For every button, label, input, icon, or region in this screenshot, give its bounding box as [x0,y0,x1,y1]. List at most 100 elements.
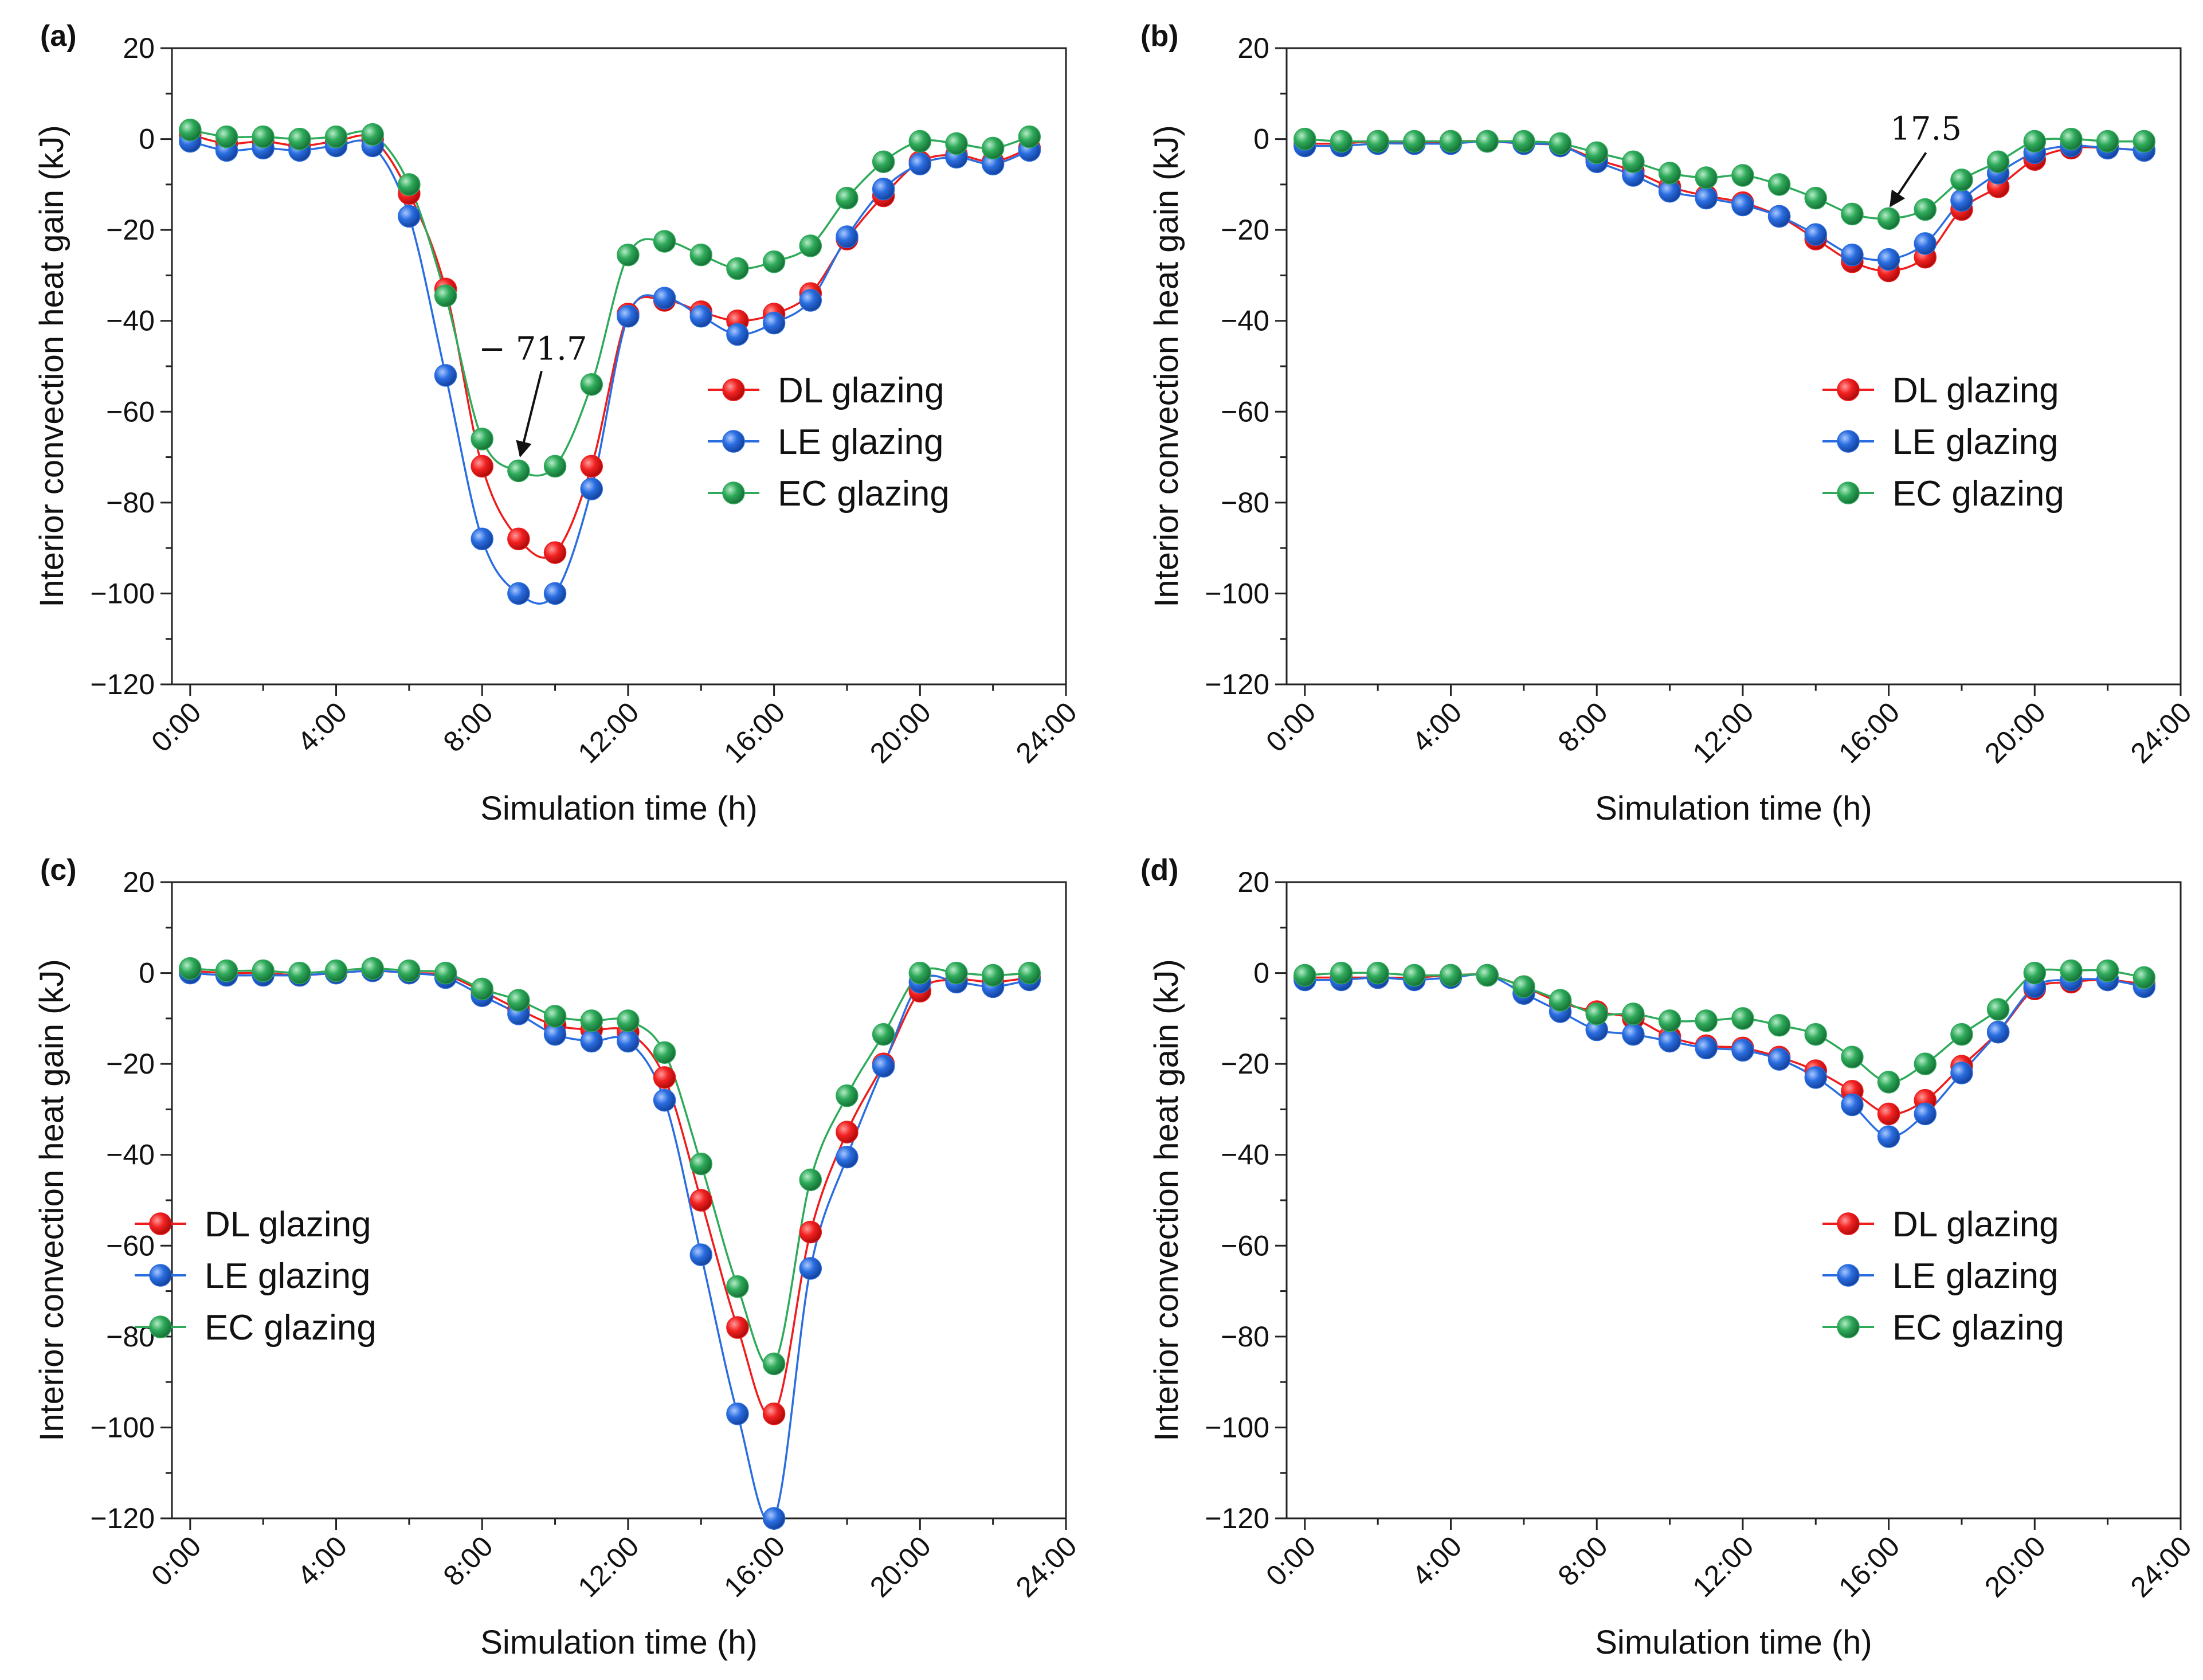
series-line-le [1304,973,2145,1138]
y-tick-label: −40 [1221,305,1269,337]
data-point-ec [1877,207,1900,230]
data-point-ec [2133,130,2156,153]
data-point-ec [1476,964,1499,987]
data-point-le [1622,1023,1645,1046]
x-tick-label: 20:00 [1978,696,2052,769]
data-point-dl [689,1189,713,1212]
data-point-ec [653,230,676,253]
y-axis-title: Interior convection heat gain (kJ) [33,959,70,1441]
data-point-ec [617,1009,640,1032]
y-tick-label: −80 [1221,487,1269,519]
data-point-dl [762,1402,786,1426]
data-point-ec [580,373,603,396]
y-tick-label: 0 [1253,957,1269,989]
data-point-dl [1877,1102,1900,1126]
data-point-dl [507,527,530,551]
data-point-ec [1950,1023,1973,1046]
x-tick-label: 12:00 [1687,696,1760,769]
panel-label: (c) [40,853,77,887]
legend-entry: EC glazing [205,1308,377,1348]
x-tick-label: 24:00 [2124,1530,2198,1603]
data-point-ec [1914,1052,1937,1075]
legend-entry: DL glazing [205,1205,371,1244]
data-point-le [762,311,786,335]
data-point-le [1841,244,1864,267]
y-tick-label: −80 [106,1321,155,1353]
y-tick-label: 0 [1253,123,1269,155]
data-point-ec [1366,130,1389,153]
data-point-le [1658,1029,1681,1053]
data-point-le [762,1507,786,1530]
data-point-le [872,178,895,201]
x-tick-label: 12:00 [572,1530,645,1603]
data-point-ec [398,173,421,196]
y-tick-label: −40 [106,305,155,337]
data-point-ec [252,959,275,982]
data-point-ec [1877,1071,1900,1094]
data-point-ec [1512,975,1535,998]
data-point-ec [543,1005,567,1028]
data-point-ec [252,125,275,148]
data-point-le [507,582,530,605]
data-point-ec [799,234,822,257]
legend-marker [1837,1315,1860,1338]
data-point-ec [1950,169,1973,191]
data-point-ec [2060,959,2083,982]
annotation-text: − 71.7 [479,330,587,367]
data-point-le [617,1029,640,1053]
data-point-ec [908,961,932,985]
data-point-le [836,225,859,248]
y-axis-title: Interior convection heat gain (kJ) [1148,959,1185,1441]
data-point-ec [179,957,202,980]
data-point-ec [1622,1002,1645,1025]
data-point-ec [799,1168,822,1192]
data-point-ec [2023,130,2047,153]
data-point-le [836,1145,859,1169]
legend-entry: DL glazing [1892,1205,2059,1244]
x-tick-label: 4:00 [291,696,353,758]
data-point-ec [1804,186,1828,210]
x-tick-label: 0:00 [145,1530,207,1592]
data-point-ec [507,989,530,1012]
data-point-ec [1841,1045,1864,1068]
x-tick-label: 4:00 [1406,696,1468,758]
data-point-ec [726,1275,749,1298]
data-point-ec [1695,1009,1718,1032]
data-point-le [1767,1048,1791,1071]
legend-entry: LE glazing [778,422,944,462]
data-point-ec [1018,125,1041,148]
data-point-ec [1731,1007,1754,1030]
data-point-ec [543,455,567,478]
x-tick-label: 12:00 [1687,1530,1760,1603]
y-tick-label: −20 [106,1048,155,1080]
legend-marker [149,1315,172,1338]
y-tick-label: −120 [90,1502,155,1534]
series-line-le [190,969,1030,1524]
legend-entry: DL glazing [778,371,944,410]
data-point-ec [689,244,713,267]
data-point-dl [580,455,603,478]
data-point-le [1695,1036,1718,1060]
legend-entry: EC glazing [1892,474,2064,514]
data-point-dl [543,541,567,564]
x-tick-label: 8:00 [437,696,499,758]
data-point-le [1731,193,1754,217]
legend-marker [722,481,745,504]
data-point-ec [945,961,968,985]
data-point-ec [726,257,749,280]
data-point-ec [1512,130,1535,153]
y-tick-label: −60 [106,1229,155,1262]
data-point-ec [1767,1014,1791,1037]
data-point-ec [471,977,493,1001]
data-point-ec [1549,989,1572,1012]
data-point-ec [361,957,384,980]
y-tick-label: 20 [1237,866,1269,898]
legend-marker [1837,481,1860,504]
x-tick-label: 20:00 [864,696,937,769]
legend-entry: EC glazing [1892,1308,2064,1348]
data-point-ec [2133,966,2156,989]
annotation-text: 17.5 [1890,110,1962,147]
data-point-ec [1914,198,1937,221]
x-tick-label: 16:00 [718,696,791,769]
